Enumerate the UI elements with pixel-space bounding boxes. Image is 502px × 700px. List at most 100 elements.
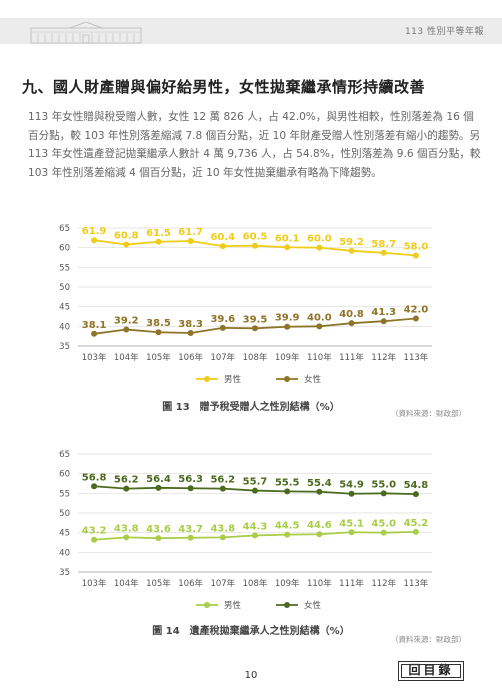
y-tick-label: 35 [59, 342, 70, 352]
chart-source: （資料來源：財政部） [391, 409, 466, 418]
data-point [123, 485, 130, 492]
x-tick-label: 108年 [243, 578, 268, 589]
data-point [219, 243, 226, 250]
x-tick-label: 111年 [339, 352, 364, 363]
data-point [252, 487, 258, 494]
x-tick-label: 110年 [307, 352, 332, 363]
x-tick-label: 107年 [210, 578, 235, 589]
data-point [284, 244, 291, 251]
y-tick-label: 55 [59, 489, 70, 499]
data-label: 45.1 [339, 518, 364, 529]
data-label: 61.9 [82, 226, 107, 237]
data-point [91, 536, 98, 543]
chart-source: （資料來源：財政部） [391, 635, 466, 644]
data-point [380, 249, 387, 256]
back-to-toc-button[interactable]: 回目錄 [398, 661, 464, 681]
data-label: 45.2 [404, 518, 429, 529]
data-label: 43.8 [210, 523, 235, 534]
data-point [155, 238, 162, 245]
x-tick-label: 107年 [210, 352, 235, 363]
y-tick-label: 40 [59, 548, 70, 558]
data-label: 55.7 [243, 477, 268, 488]
x-tick-label: 103年 [82, 352, 107, 363]
data-point [155, 484, 162, 491]
y-tick-label: 45 [59, 529, 70, 539]
data-point [412, 528, 419, 535]
data-point [123, 534, 130, 541]
x-tick-label: 109年 [275, 352, 300, 363]
chart-caption: 圖 13 贈予稅受贈人之性別結構（%） [162, 402, 340, 413]
data-point [219, 534, 226, 541]
data-label: 56.4 [146, 474, 171, 485]
data-label: 61.7 [178, 227, 203, 238]
y-tick-label: 35 [59, 568, 70, 578]
body-paragraph: 113 年女性贈與稅受贈人數，女性 12 萬 826 人，占 42.0%，與男性… [28, 111, 481, 179]
x-tick-label: 113年 [404, 352, 429, 363]
y-tick-label: 50 [59, 509, 70, 519]
building-logo-icon [30, 22, 142, 44]
legend-label: 女性 [304, 600, 322, 611]
data-point [380, 529, 387, 536]
data-label: 60.1 [275, 233, 300, 244]
data-point [123, 326, 130, 333]
data-point [412, 252, 419, 259]
header-title: 113 性別平等年報 [404, 27, 484, 37]
data-label: 38.3 [178, 319, 203, 330]
data-point [219, 324, 226, 331]
y-tick-label: 60 [59, 244, 70, 254]
x-tick-label: 108年 [243, 352, 268, 363]
data-label: 43.6 [146, 524, 171, 535]
data-label: 39.9 [275, 313, 300, 324]
x-tick-label: 105年 [146, 578, 171, 589]
x-tick-label: 109年 [275, 578, 300, 589]
data-label: 59.2 [339, 237, 364, 248]
data-label: 56.8 [82, 472, 107, 483]
data-point [316, 244, 323, 251]
data-label: 40.8 [339, 309, 364, 320]
data-point [187, 485, 194, 492]
data-label: 39.5 [243, 314, 268, 325]
data-label: 43.8 [114, 523, 139, 534]
x-tick-label: 113年 [404, 578, 429, 589]
data-label: 56.2 [210, 475, 235, 486]
chart-caption: 圖 14 遺產稅拋棄繼承人之性別結構（%） [152, 626, 350, 637]
data-label: 60.5 [243, 232, 268, 243]
data-label: 45.0 [371, 519, 396, 530]
data-label: 58.0 [404, 242, 429, 253]
header-band [0, 18, 502, 44]
y-tick-label: 65 [59, 450, 70, 460]
data-point [284, 488, 291, 495]
data-label: 54.8 [404, 480, 429, 491]
data-label: 60.0 [307, 234, 332, 245]
data-label: 56.3 [178, 474, 203, 485]
data-point [412, 491, 419, 498]
x-tick-label: 106年 [178, 578, 203, 589]
x-tick-label: 112年 [371, 352, 396, 363]
data-label: 58.7 [371, 239, 396, 250]
data-point [252, 242, 258, 249]
data-label: 60.4 [210, 232, 235, 243]
y-tick-label: 55 [59, 263, 70, 273]
data-label: 60.8 [114, 231, 139, 242]
data-point [316, 531, 323, 538]
data-point [348, 490, 355, 497]
data-point [91, 483, 98, 490]
chart-inheritance-renounce-gender: 35 40 45 50 55 60 65 103年 104年 105年 106年 107年 108年 10… [59, 450, 432, 611]
data-label: 55.0 [371, 479, 396, 490]
data-point [380, 318, 387, 325]
data-label: 39.2 [114, 315, 139, 326]
y-tick-label: 60 [59, 470, 70, 480]
legend-marker [204, 376, 210, 382]
data-label: 54.9 [339, 480, 364, 491]
data-label: 44.6 [307, 520, 332, 531]
data-point [252, 532, 258, 539]
data-point [284, 323, 291, 330]
data-label: 38.5 [146, 318, 171, 329]
data-point [316, 488, 323, 495]
y-tick-label: 45 [59, 303, 70, 313]
y-tick-label: 40 [59, 322, 70, 332]
data-label: 38.1 [82, 320, 107, 331]
data-point [91, 237, 98, 244]
legend-marker [284, 376, 290, 382]
y-tick-label: 50 [59, 283, 70, 293]
